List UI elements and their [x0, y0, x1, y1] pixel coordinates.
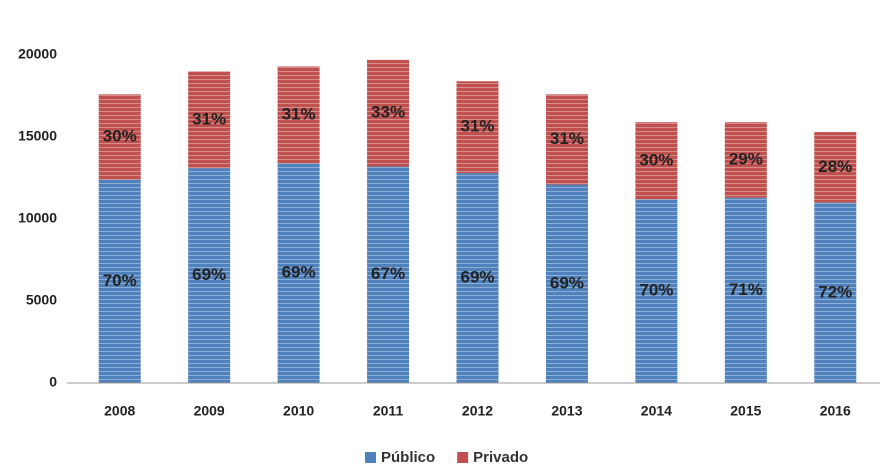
x-tick-label: 2013 — [551, 403, 582, 419]
y-tick-label: 15000 — [18, 128, 57, 144]
percent-label: 31% — [550, 129, 584, 148]
bar-texture — [635, 122, 678, 200]
bar-texture — [98, 179, 141, 383]
bar-texture — [814, 132, 857, 203]
percent-label: 30% — [103, 126, 137, 145]
x-tick-label: 2016 — [820, 403, 851, 419]
percent-label: 72% — [818, 282, 852, 301]
bar-texture — [98, 94, 141, 180]
y-tick-label: 20000 — [18, 46, 57, 62]
percent-label: 28% — [818, 157, 852, 176]
x-tick-label: 2010 — [283, 403, 314, 419]
percent-label: 31% — [192, 109, 226, 128]
bar-texture — [545, 184, 588, 383]
percent-label: 31% — [460, 117, 494, 136]
bar-texture — [545, 94, 588, 185]
x-tick-label: 2014 — [641, 403, 672, 419]
bar-texture — [277, 66, 320, 164]
percent-label: 30% — [639, 150, 673, 169]
bar-texture — [367, 59, 410, 167]
bar-texture — [188, 71, 231, 169]
percent-label: 69% — [460, 268, 494, 287]
bar-texture — [188, 168, 231, 383]
percent-label: 69% — [550, 273, 584, 292]
percent-label: 70% — [639, 281, 673, 300]
bar-texture — [367, 166, 410, 383]
bar-texture — [724, 122, 767, 198]
bar-texture — [456, 173, 499, 383]
percent-label: 31% — [282, 104, 316, 123]
x-tick-label: 2009 — [194, 403, 225, 419]
legend-swatch — [457, 452, 469, 463]
x-tick-label: 2015 — [730, 403, 761, 419]
y-tick-label: 0 — [49, 374, 57, 390]
bar-texture — [277, 163, 320, 383]
x-tick-label: 2011 — [373, 403, 404, 419]
x-tick-label: 2012 — [462, 403, 493, 419]
bar-texture — [724, 197, 767, 383]
legend-swatch — [365, 452, 376, 463]
y-tick-label: 5000 — [26, 292, 57, 308]
bar-texture — [814, 202, 857, 383]
percent-label: 29% — [729, 149, 763, 168]
percent-label: 67% — [371, 264, 405, 283]
legend-label: Público — [381, 449, 435, 466]
percent-label: 69% — [192, 265, 226, 284]
x-tick-label: 2008 — [104, 403, 135, 419]
bar-texture — [635, 199, 678, 383]
percent-label: 33% — [371, 103, 405, 122]
legend-label: Privado — [473, 449, 528, 466]
percent-label: 71% — [729, 280, 763, 299]
percent-label: 70% — [103, 271, 137, 290]
percent-label: 69% — [282, 263, 316, 282]
y-tick-label: 10000 — [18, 210, 57, 226]
bar-texture — [456, 81, 499, 174]
